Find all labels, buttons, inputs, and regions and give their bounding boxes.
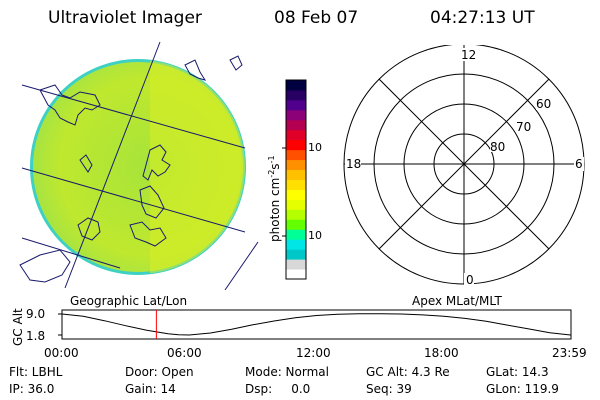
xtick-1800: 18:00 xyxy=(424,346,459,360)
mlt-label-6: 6 xyxy=(575,157,583,171)
instrument-title: Ultraviolet Imager xyxy=(48,8,202,28)
altitude-plot-frame xyxy=(61,309,572,340)
colorbar-block xyxy=(286,159,306,171)
info-glon: GLon: 119.9 xyxy=(486,382,559,396)
colorbar-block xyxy=(286,169,306,180)
geo-grid-lines xyxy=(21,41,259,290)
time-label: 04:27:13 UT xyxy=(430,8,535,28)
altitude-axis-label: GC Alt xyxy=(11,308,25,346)
colorbar-block xyxy=(286,219,306,230)
info-dsp: Dsp: 0.0 xyxy=(245,382,311,396)
mlt-label-18: 18 xyxy=(346,157,361,171)
mlt-label-12: 12 xyxy=(461,48,476,62)
colorbar-block xyxy=(286,249,306,260)
xtick-1200: 12:00 xyxy=(296,346,331,360)
info-seq: Seq: 39 xyxy=(366,382,412,396)
colorbar: 100 10 photon cm-2s-1 xyxy=(267,79,322,280)
colorbar-block xyxy=(286,139,306,151)
info-glat: GLat: 14.3 xyxy=(486,365,549,379)
colorbar-block xyxy=(286,80,306,91)
colorbar-unit-label: photon cm-2s-1 xyxy=(267,155,282,242)
altitude-ytick-max: 9.0 xyxy=(26,307,45,321)
altitude-ytick-min: 1.8 xyxy=(26,329,45,343)
apex-grid-label: Apex MLat/MLT xyxy=(412,294,502,308)
info-flt: Flt: LBHL xyxy=(9,365,63,379)
polar-label-bg-bottom xyxy=(464,273,474,286)
colorbar-block xyxy=(286,229,306,240)
colorbar-tick-label-100: 100 xyxy=(308,141,322,154)
coastlines xyxy=(19,55,243,283)
date-label: 08 Feb 07 xyxy=(274,8,359,28)
colorbar-frame xyxy=(285,79,307,280)
info-mode: Mode: Normal xyxy=(245,365,329,379)
info-ip: IP: 36.0 xyxy=(9,382,55,396)
mlat-label-80: 80 xyxy=(490,140,505,154)
colorbar-block xyxy=(286,179,306,190)
lat-label-bg-60 xyxy=(536,97,552,110)
mlt-label-0: 0 xyxy=(466,273,474,287)
colorbar-block xyxy=(286,239,306,250)
uv-image-panel xyxy=(19,41,259,290)
orbit-altitude-chart: GC Alt 9.0 1.8 xyxy=(11,307,572,346)
colorbar-block xyxy=(286,189,306,200)
polar-label-bg-left xyxy=(345,157,361,171)
mlat-label-60: 60 xyxy=(536,97,551,111)
mlat-label-70: 70 xyxy=(516,120,531,134)
info-gain: Gain: 14 xyxy=(125,382,176,396)
polar-plot: 12 0 18 6 60 70 80 xyxy=(343,45,585,287)
info-door: Door: Open xyxy=(125,365,194,379)
xtick-2359: 23:59 xyxy=(552,346,587,360)
colorbar-block xyxy=(286,209,306,220)
xtick-0600: 06:00 xyxy=(167,346,202,360)
lat-label-bg-70 xyxy=(516,120,532,133)
colorbar-block xyxy=(286,109,306,121)
geographic-grid-label: Geographic Lat/Lon xyxy=(70,294,188,308)
colorbar-block xyxy=(286,99,306,111)
xtick-0000: 00:00 xyxy=(44,346,79,360)
polar-label-bg-top xyxy=(461,48,475,61)
colorbar-block xyxy=(286,129,306,141)
colorbar-block xyxy=(286,119,306,131)
polar-label-bg-right xyxy=(574,157,584,171)
colorbar-block xyxy=(286,149,306,161)
colorbar-block xyxy=(286,269,306,280)
lat-label-bg-80 xyxy=(490,139,506,152)
colorbar-block xyxy=(286,89,306,101)
altitude-series-line xyxy=(61,313,571,336)
polar-diagonal-2 xyxy=(378,78,550,250)
info-gc-alt: GC Alt: 4.3 Re xyxy=(366,365,450,379)
colorbar-block xyxy=(286,199,306,210)
colorbar-block xyxy=(286,259,306,270)
colorbar-blocks xyxy=(286,80,306,280)
colorbar-tick-label-10: 10 xyxy=(308,229,322,242)
